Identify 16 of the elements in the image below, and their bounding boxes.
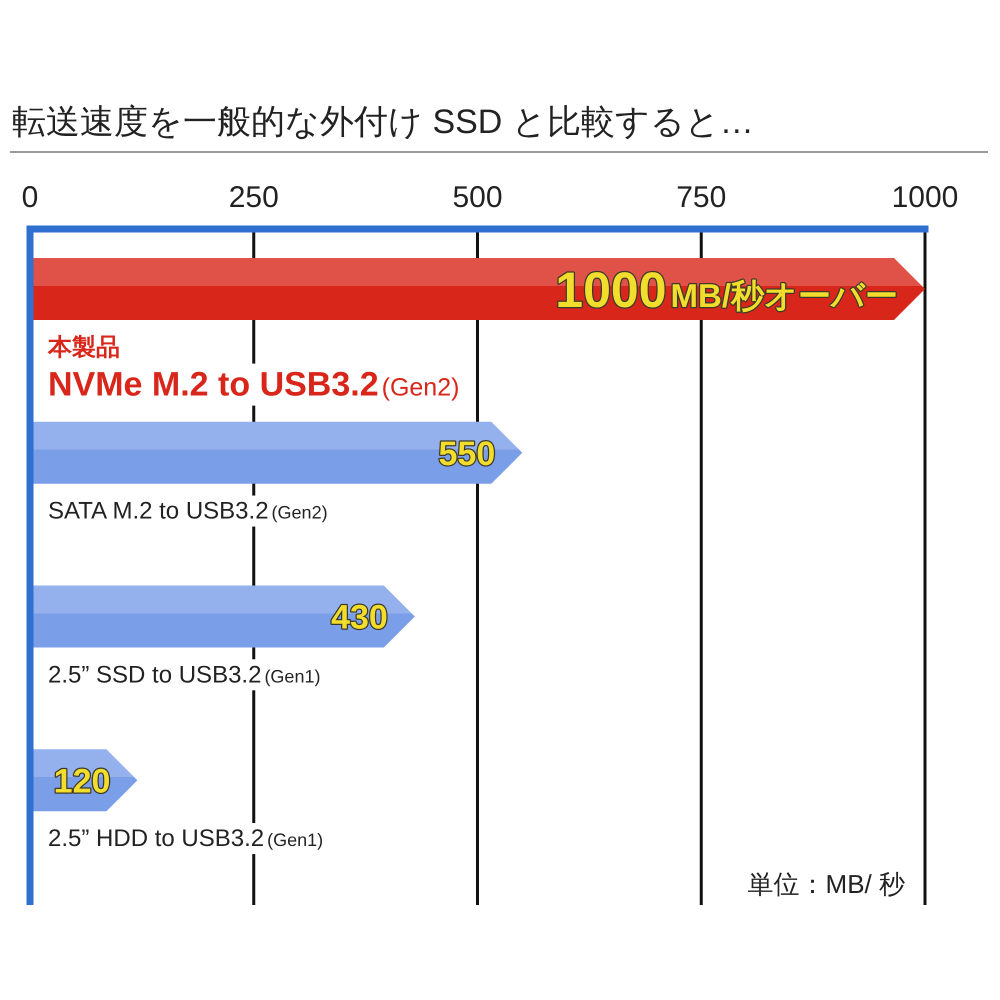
title: 転送速度を一般的な外付け SSD と比較すると…: [12, 103, 754, 141]
data-label: 430: [331, 598, 388, 637]
annotation: 単位：MB/ 秒: [748, 869, 905, 899]
data-label: 550: [438, 435, 496, 473]
category-label: SATA M.2 to USB3.2(Gen2): [48, 498, 328, 525]
category-label: 本製品: [48, 334, 120, 361]
x-tick-label: 500: [452, 181, 503, 214]
data-label: 1000MB/秒オーバー: [555, 262, 898, 318]
category-label: NVMe M.2 to USB3.2(Gen2): [48, 366, 460, 404]
category-label: 2.5” SSD to USB3.2(Gen1): [48, 661, 320, 688]
category-label: 2.5” HDD to USB3.2(Gen1): [48, 825, 324, 852]
x-tick-label: 0: [22, 181, 38, 214]
x-tick-label: 250: [228, 181, 279, 214]
x-tick-label: 750: [676, 181, 726, 214]
data-label: 120: [54, 762, 110, 800]
x-tick-label: 1000: [892, 181, 958, 214]
